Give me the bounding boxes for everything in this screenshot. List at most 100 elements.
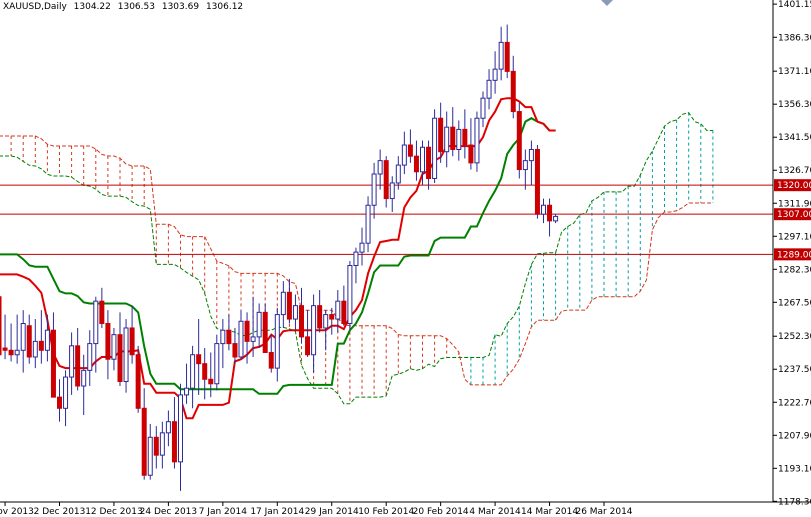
candle — [541, 198, 546, 224]
candle-body — [214, 343, 220, 385]
candle — [2, 314, 8, 360]
candle — [280, 281, 286, 328]
candle-body — [238, 320, 244, 358]
y-tick-label: 1326.70 — [778, 166, 811, 176]
candle — [462, 109, 468, 159]
x-tick-label: 14 Mar 2014 — [521, 507, 578, 517]
candle-body — [534, 148, 540, 215]
x-tick-label: 24 Dec 2013 — [140, 507, 198, 517]
level-label-box — [774, 248, 811, 261]
candle — [111, 327, 117, 371]
candle — [474, 111, 480, 172]
candle — [99, 287, 105, 328]
candle-body — [335, 300, 341, 320]
candle-body — [305, 336, 311, 356]
candle-body — [57, 396, 62, 409]
axes — [0, 0, 811, 503]
candle-body — [480, 97, 486, 119]
candle — [547, 198, 553, 237]
candle — [50, 312, 56, 398]
candle — [153, 426, 159, 469]
candle-body — [178, 394, 183, 463]
candle-body — [492, 68, 498, 81]
x-tick-label: 29 Jan 2014 — [305, 507, 359, 517]
candle-body — [202, 363, 208, 380]
level-label: 1320.00 — [777, 181, 811, 191]
candle-body — [377, 160, 383, 175]
y-tick-label: 1386.30 — [778, 33, 811, 43]
candle — [26, 314, 32, 364]
x-tick-label: 17 Jan 2014 — [250, 507, 304, 517]
level-label: 1289.00 — [777, 250, 811, 260]
high-value: 1306.53 — [117, 2, 155, 12]
candle — [401, 131, 407, 175]
candle-body — [0, 296, 2, 356]
candle-body — [504, 41, 510, 72]
candle — [232, 327, 238, 364]
candle-body — [63, 376, 69, 409]
candle-body — [311, 305, 317, 356]
candle-body — [135, 354, 141, 409]
candle-body — [111, 334, 117, 360]
chart-shift-icon[interactable] — [601, 0, 613, 6]
candle — [220, 319, 226, 369]
candle — [305, 310, 311, 357]
candle — [353, 247, 359, 284]
candle-body — [129, 327, 135, 356]
candle — [407, 129, 413, 163]
candle — [63, 370, 69, 427]
y-tick-label: 1252.30 — [778, 332, 811, 342]
x-tick-label: 10 Feb 2014 — [358, 507, 414, 517]
y-tick-label: 1222.70 — [778, 398, 811, 408]
candle — [178, 383, 183, 491]
candle-body — [2, 347, 8, 351]
candle-body — [383, 160, 389, 200]
candle — [365, 196, 371, 253]
candle-body — [99, 300, 105, 325]
candle-body — [365, 204, 371, 244]
low-value: 1303.69 — [161, 2, 200, 12]
candle-body — [371, 173, 377, 206]
candle — [371, 162, 377, 219]
candle — [286, 278, 292, 324]
candle-body — [486, 79, 492, 99]
candle-body — [462, 128, 468, 146]
candle-body — [81, 369, 87, 387]
candle — [504, 24, 510, 79]
candle — [20, 310, 26, 373]
candle — [159, 421, 165, 469]
candle — [335, 290, 341, 333]
candle — [69, 332, 75, 395]
symbol-label: XAUUSD,Daily — [3, 2, 67, 12]
candle-body — [262, 311, 268, 354]
candle-body — [292, 305, 298, 320]
candle — [329, 307, 335, 335]
chart-header: XAUUSD,Daily 1304.22 1306.53 1303.69 130… — [3, 2, 247, 12]
candle-body — [50, 329, 56, 398]
candle-body — [407, 144, 413, 157]
candle-body — [359, 242, 365, 253]
candle-body — [26, 325, 32, 358]
candle — [498, 26, 504, 81]
candle — [141, 388, 147, 480]
x-tick-label: 20 Feb 2014 — [413, 507, 469, 517]
y-tick-label: 1282.30 — [778, 265, 811, 275]
kijun-sen-line — [0, 117, 556, 395]
candle-body — [456, 128, 462, 150]
candle-body — [528, 148, 534, 162]
candle-body — [190, 354, 196, 389]
candle-body — [438, 117, 444, 153]
candle-body — [8, 349, 14, 356]
candle-body — [413, 155, 419, 173]
candle — [383, 156, 389, 208]
candle — [129, 305, 135, 364]
candle — [522, 149, 528, 190]
y-tick-label: 1401.15 — [778, 0, 811, 10]
candle-body — [153, 436, 159, 456]
candle-body — [123, 327, 129, 383]
candle-body — [498, 41, 504, 70]
candle — [135, 345, 141, 413]
y-tick-label: 1267.50 — [778, 298, 811, 308]
